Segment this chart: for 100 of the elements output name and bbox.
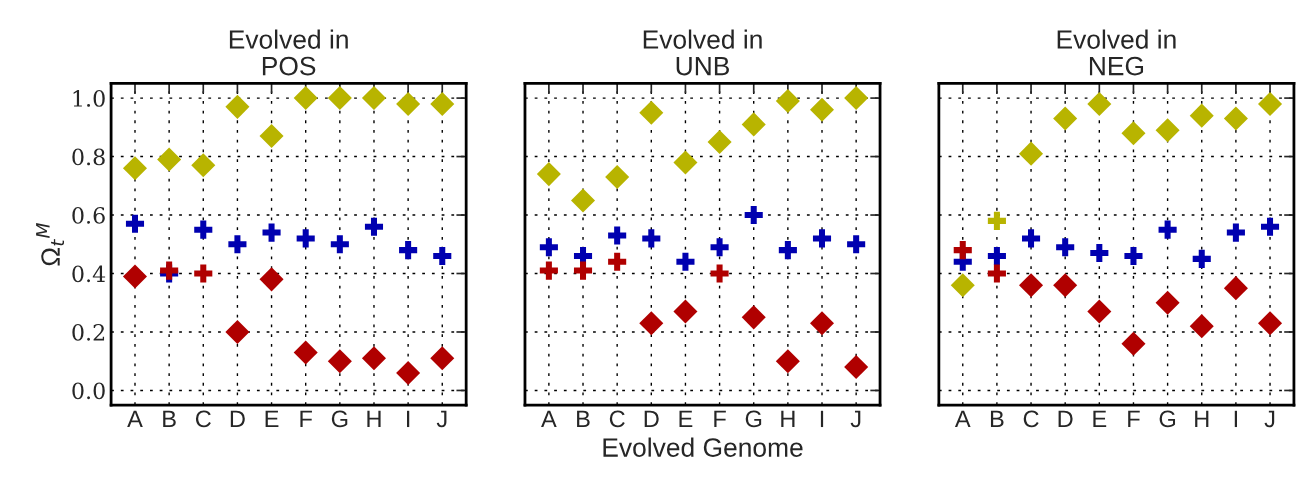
point xyxy=(1087,299,1112,324)
x-tick-label: C xyxy=(609,410,625,428)
point xyxy=(225,319,250,345)
point xyxy=(536,162,561,187)
point xyxy=(950,273,975,298)
point xyxy=(605,165,630,190)
point xyxy=(1053,273,1078,298)
point xyxy=(809,311,835,336)
x-tick-label: F xyxy=(714,410,726,428)
point xyxy=(1189,103,1214,128)
point xyxy=(573,261,593,280)
point xyxy=(1053,106,1078,131)
x-tick-label: D xyxy=(1058,410,1073,428)
point xyxy=(778,241,797,260)
point xyxy=(673,299,698,324)
x-tick-label: E xyxy=(1093,410,1107,428)
chart-title: Evolved in POS xyxy=(229,29,348,76)
point xyxy=(259,267,284,292)
x-tick-label: B xyxy=(990,410,1004,428)
point xyxy=(1258,311,1283,336)
point xyxy=(987,246,1006,266)
point xyxy=(844,86,869,111)
point xyxy=(1021,229,1041,248)
point xyxy=(364,217,384,236)
point xyxy=(330,235,349,254)
point xyxy=(1124,246,1143,266)
chart-title: Evolved in UNB xyxy=(643,29,762,76)
point xyxy=(361,86,387,111)
point xyxy=(710,238,729,257)
point xyxy=(396,91,421,116)
point xyxy=(673,150,698,175)
point xyxy=(1189,314,1214,339)
point xyxy=(676,252,695,271)
x-tick-label: E xyxy=(679,410,693,428)
x-tick-label: J xyxy=(850,410,861,428)
point xyxy=(639,100,664,125)
point xyxy=(259,124,284,149)
point xyxy=(1090,243,1109,263)
x-tick-label: G xyxy=(745,410,762,428)
y-axis-title: Ω$_{t}$$^{M}$ xyxy=(36,223,65,266)
point xyxy=(228,235,247,254)
point xyxy=(1155,290,1180,315)
y-tick-label: 0.4 xyxy=(72,265,106,283)
point xyxy=(1087,91,1112,116)
point xyxy=(987,264,1006,283)
y-tick-label: 0.0 xyxy=(72,382,105,400)
x-tick-label: H xyxy=(781,410,795,428)
point xyxy=(539,238,558,257)
point xyxy=(812,229,832,248)
x-tick-label: J xyxy=(436,410,447,428)
point xyxy=(639,311,664,336)
point xyxy=(433,246,452,266)
point xyxy=(987,211,1006,230)
point xyxy=(1223,276,1248,301)
x-tick-label: C xyxy=(1023,410,1039,428)
x-tick-label: I xyxy=(407,410,410,428)
point xyxy=(741,305,766,330)
x-tick-label: A xyxy=(541,410,557,428)
chart-title: Evolved in NEG xyxy=(1057,29,1176,76)
point xyxy=(262,223,281,242)
x-tick-label: B xyxy=(163,410,176,428)
point xyxy=(293,340,318,365)
point xyxy=(296,229,315,248)
x-tick-label: E xyxy=(265,410,279,428)
point xyxy=(225,94,250,119)
point xyxy=(1226,223,1245,242)
point xyxy=(1258,91,1283,116)
point xyxy=(741,112,766,137)
x-tick-label: J xyxy=(1264,410,1275,428)
point xyxy=(844,355,869,380)
point xyxy=(1019,141,1044,166)
x-tick-label: D xyxy=(230,410,245,428)
point xyxy=(396,360,421,385)
point xyxy=(1155,118,1180,143)
point xyxy=(1192,249,1211,268)
point xyxy=(430,346,455,371)
point xyxy=(809,97,835,122)
point xyxy=(122,264,148,289)
x-tick-label: H xyxy=(367,410,381,428)
y-tick-label: 0.2 xyxy=(72,323,105,341)
point xyxy=(399,241,418,260)
point xyxy=(847,235,866,254)
point xyxy=(125,214,145,233)
y-tick-label: 0.6 xyxy=(72,206,105,224)
point xyxy=(608,226,627,245)
point xyxy=(570,188,596,213)
point xyxy=(710,264,729,283)
point xyxy=(1121,331,1146,356)
point xyxy=(191,153,216,178)
x-tick-label: G xyxy=(1159,410,1176,428)
x-axis-title: Evolved Genome xyxy=(603,437,803,457)
x-tick-label: F xyxy=(1128,410,1140,428)
point xyxy=(775,88,800,114)
x-tick-label: H xyxy=(1195,410,1209,428)
point xyxy=(361,346,387,371)
point xyxy=(953,241,972,260)
point xyxy=(122,156,148,181)
x-tick-label: A xyxy=(127,410,143,428)
point xyxy=(707,129,732,154)
y-tick-label: 0.8 xyxy=(72,148,105,166)
